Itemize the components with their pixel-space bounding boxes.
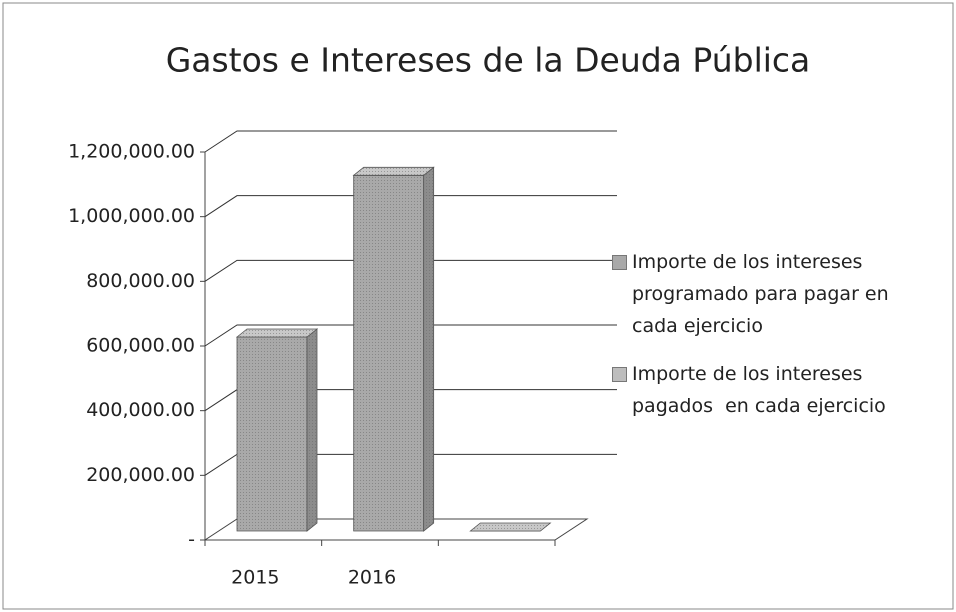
bar-texture [237,337,307,531]
grid-line [204,259,617,282]
legend-item: Importe de los intereses programado para… [612,246,902,342]
chart-title: Gastos e Intereses de la Deuda Pública [166,41,811,80]
x-tick-label: 2016 [348,567,396,589]
grid-line [204,324,617,347]
bar-texture [423,167,434,532]
legend-swatch [612,367,627,382]
legend-label: Importe de los intereses pagados en cada… [632,363,886,417]
y-tick-label: 1,000,000.00 [68,205,195,227]
grid-line [204,130,617,153]
x-tick-label: 2015 [231,567,279,589]
bar-texture [353,167,434,176]
bar-texture [470,523,551,531]
bar-texture [237,329,317,337]
legend-item: Importe de los intereses pagados en cada… [612,358,942,422]
bar-texture [353,175,424,532]
y-tick-label: 800,000.00 [86,270,195,292]
legend-label: Importe de los intereses programado para… [632,251,895,337]
bar [235,328,319,532]
legend-swatch [612,255,627,270]
y-tick-label: 400,000.00 [86,399,195,421]
grid-line [204,195,617,218]
y-tick-label: - [188,529,195,551]
bar [469,522,552,532]
y-tick-label: 1,200,000.00 [68,141,195,163]
y-tick-label: 200,000.00 [86,464,195,486]
y-tick-label: 600,000.00 [86,335,195,357]
bar [352,166,435,532]
bar-texture [307,329,317,531]
